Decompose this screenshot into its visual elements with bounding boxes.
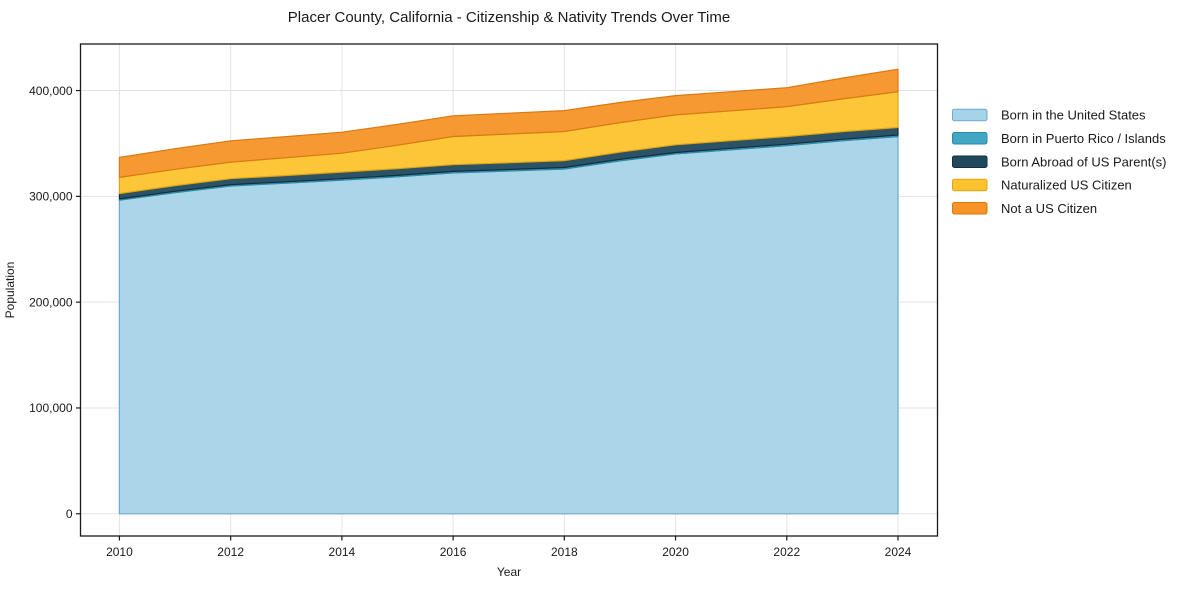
- y-tick-label: 300,000: [29, 190, 73, 204]
- legend-label: Born in Puerto Rico / Islands: [1001, 131, 1166, 146]
- plot-frame: [79, 43, 939, 537]
- x-tick-label: 2010: [106, 545, 133, 559]
- legend-label: Born in the United States: [1001, 108, 1146, 123]
- legend-swatch: [952, 108, 988, 122]
- x-tick-label: 2020: [662, 545, 689, 559]
- legend-label: Naturalized US Citizen: [1001, 178, 1132, 193]
- legend-item: Naturalized US Citizen: [952, 178, 1132, 193]
- x-tick-label: 2018: [551, 545, 578, 559]
- legend-item: Born in the United States: [952, 108, 1146, 123]
- y-tick-label: 100,000: [29, 401, 73, 415]
- legend-swatch: [952, 202, 988, 215]
- legend-swatch: [952, 178, 988, 192]
- chart-title: Placer County, California - Citizenship …: [288, 9, 730, 26]
- area-series-1: [118, 136, 899, 515]
- y-tick-label: 400,000: [29, 84, 73, 98]
- legend-item: Born Abroad of US Parent(s): [952, 154, 1166, 169]
- legend: Born in the United States Born in Puerto …: [952, 108, 1166, 216]
- area-series: [118, 68, 899, 515]
- y-tick-label: 200,000: [29, 295, 73, 309]
- axis-ticks: 0 100,000 200,000 300,000 400,000 2010 2012 201…: [29, 84, 912, 559]
- y-axis-label: Population: [3, 262, 17, 319]
- axes-frame: [79, 43, 939, 537]
- legend-item: Born in Puerto Rico / Islands: [952, 131, 1166, 146]
- area-series-5: [118, 68, 899, 178]
- y-tick-label: 0: [66, 507, 73, 521]
- legend-swatch: [952, 155, 988, 168]
- legend-swatch: [952, 132, 988, 145]
- x-tick-label: 2022: [773, 545, 800, 559]
- x-tick-label: 2012: [217, 545, 244, 559]
- legend-label: Not a US Citizen: [1001, 201, 1097, 216]
- x-axis-label: Year: [497, 565, 521, 579]
- x-tick-label: 2016: [440, 545, 467, 559]
- legend-label: Born Abroad of US Parent(s): [1001, 154, 1166, 169]
- x-tick-label: 2024: [885, 545, 912, 559]
- x-tick-label: 2014: [329, 545, 356, 559]
- legend-item: Not a US Citizen: [952, 201, 1097, 216]
